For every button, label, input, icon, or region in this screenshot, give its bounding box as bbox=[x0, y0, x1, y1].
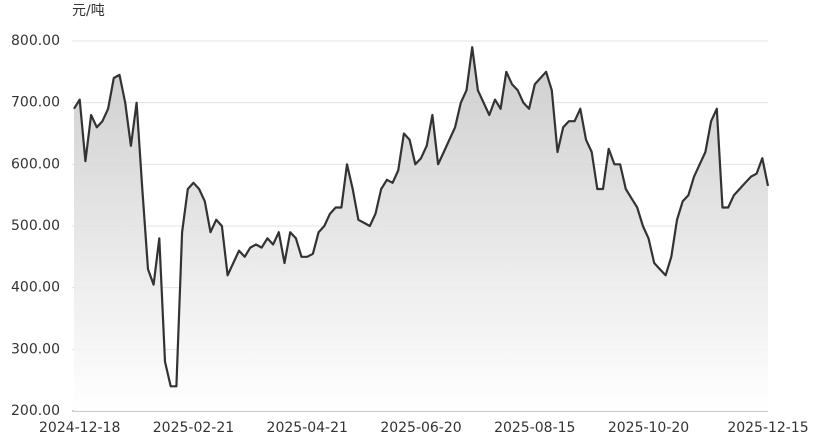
y-axis-unit: 元/吨 bbox=[72, 3, 105, 19]
x-tick-label: 2025-12-15 bbox=[727, 420, 808, 436]
y-tick-label: 500.00 bbox=[11, 218, 60, 234]
y-tick-label: 400.00 bbox=[11, 280, 60, 296]
x-tick-label: 2025-08-15 bbox=[494, 420, 575, 436]
line bbox=[73, 46, 770, 388]
y-tick-label: 800.00 bbox=[11, 33, 60, 49]
x-tick-label: 2024-12-18 bbox=[39, 420, 120, 436]
y-tick-label: 200.00 bbox=[11, 403, 60, 419]
y-tick-label: 600.00 bbox=[11, 156, 60, 172]
x-tick-label: 2025-06-20 bbox=[380, 420, 461, 436]
y-tick-label: 700.00 bbox=[11, 95, 60, 111]
x-tick-label: 2025-02-21 bbox=[153, 420, 234, 436]
x-tick-label: 2025-04-21 bbox=[267, 420, 348, 436]
y-tick-label: 300.00 bbox=[11, 341, 60, 357]
x-tick-label: 2025-10-20 bbox=[608, 420, 689, 436]
area bbox=[74, 47, 768, 411]
